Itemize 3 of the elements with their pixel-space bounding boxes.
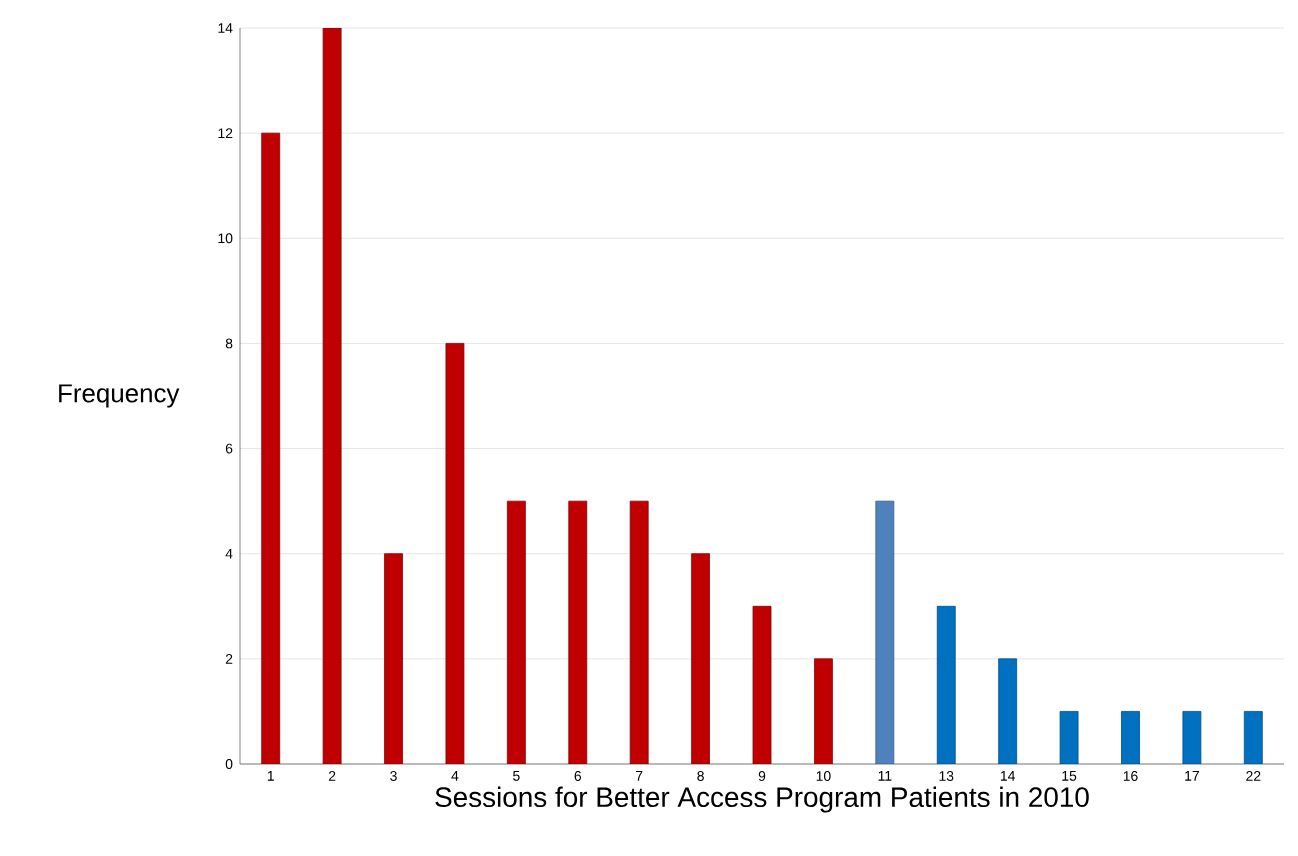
y-axis-title: Frequency — [59, 384, 180, 408]
x-axis-title: Sessions for Better Access Program Patients in 2010 — [435, 786, 1089, 813]
bar — [322, 27, 342, 764]
